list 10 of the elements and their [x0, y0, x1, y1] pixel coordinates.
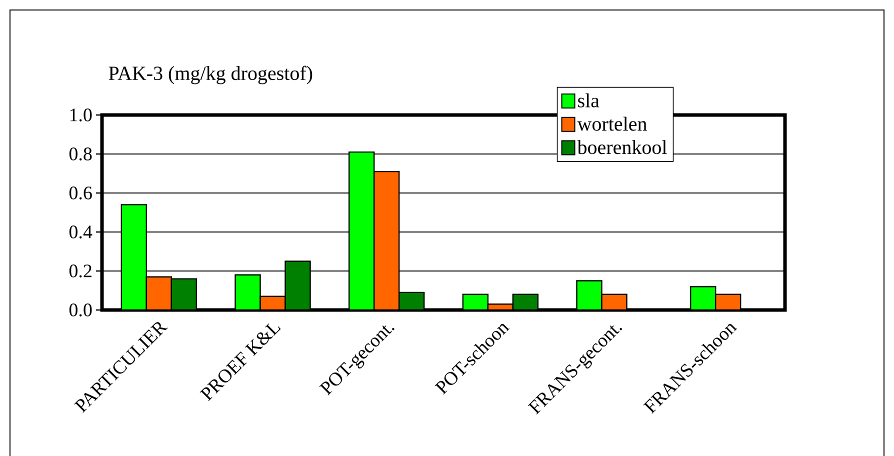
- y-tick-label: 0.8: [69, 148, 92, 160]
- legend-label: wortelen: [577, 116, 647, 131]
- y-tick-label: 0.2: [69, 264, 92, 278]
- legend-label: boerenkool: [577, 140, 667, 154]
- y-tick-label: 0.6: [69, 186, 92, 200]
- legend-label: sla: [578, 93, 600, 108]
- y-tick-label: 1.0: [70, 108, 92, 122]
- chart-title: PAK-3 (mg/kg drogestof): [108, 66, 312, 84]
- y-tick-label: 0.0: [69, 304, 92, 316]
- y-tick-label: 0.4: [69, 226, 92, 238]
